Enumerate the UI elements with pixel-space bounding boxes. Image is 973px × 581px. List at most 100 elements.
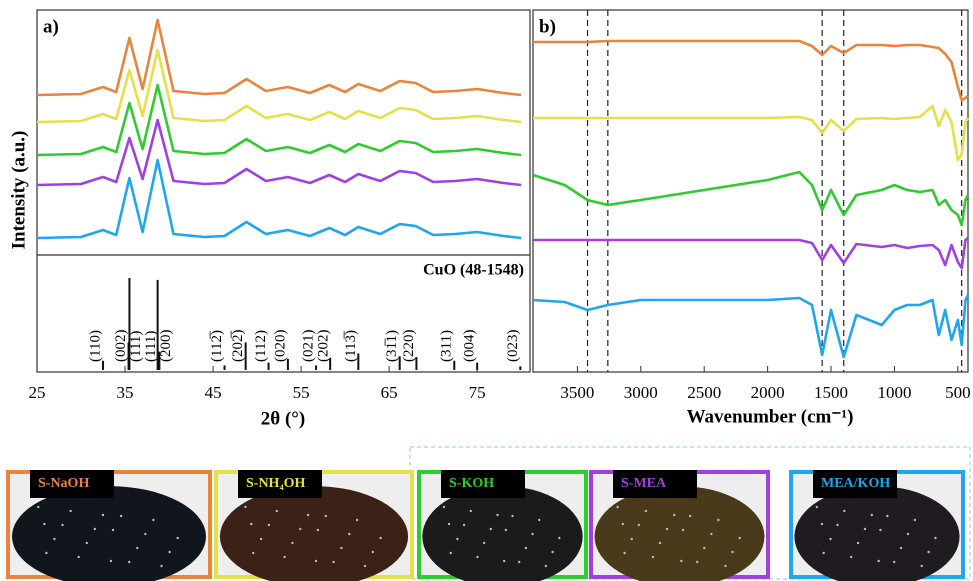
photo-speck	[316, 528, 320, 532]
photo-speck	[449, 551, 452, 555]
photo-speck	[69, 509, 72, 513]
photo-speck	[538, 518, 541, 522]
photo-speck	[43, 522, 46, 526]
photo-speck	[469, 509, 472, 513]
photo-speck	[348, 532, 351, 536]
hkl-label: (31̅1)	[384, 330, 400, 362]
photo-speck	[144, 532, 147, 536]
photo-speck	[482, 541, 486, 545]
photo-sample	[422, 486, 583, 581]
photo-speck	[332, 560, 335, 564]
photo-speck	[551, 550, 554, 554]
spectrum-line	[36, 48, 522, 124]
hkl-label: (311)	[439, 330, 455, 362]
photo-speck	[511, 514, 514, 518]
label-box	[30, 470, 114, 498]
photo-speck	[696, 560, 699, 564]
photo-speck	[283, 555, 286, 559]
hkl-label: (112)	[253, 330, 269, 362]
photo-speck	[306, 513, 310, 517]
spectrum-line	[533, 104, 970, 162]
photo-speck	[77, 555, 80, 559]
photo-speck	[93, 527, 97, 531]
photo-speck	[476, 555, 479, 559]
photo-speck	[836, 523, 839, 527]
photo-speck	[927, 550, 930, 554]
photo-speck	[724, 564, 727, 568]
photo-speck	[637, 523, 640, 527]
photo-speck	[870, 513, 874, 517]
photo-speck	[856, 541, 860, 545]
photo-sample	[794, 486, 960, 581]
photo-speck	[665, 527, 669, 531]
sample-label: S-NH₄OH	[246, 476, 306, 491]
panel-label: a)	[43, 16, 59, 37]
photo-speck	[101, 513, 105, 517]
hkl-label: (021)	[301, 330, 317, 363]
hkl-label: (110)	[87, 330, 103, 362]
photo-speck	[524, 546, 528, 550]
photo-speck	[616, 505, 619, 509]
x-tick-label: 2500	[687, 383, 721, 402]
photo-speck	[710, 532, 713, 536]
sample-label: S-NaOH	[38, 476, 89, 491]
photo-speck	[442, 505, 446, 509]
photo-speck	[703, 546, 706, 550]
photo-speck	[109, 559, 113, 563]
x-tick-label: 25	[29, 383, 46, 402]
photo-speck	[45, 551, 48, 555]
hkl-label: (111)	[143, 331, 159, 362]
photo-speck	[658, 541, 662, 545]
x-tick-label: 500	[945, 383, 971, 402]
photo-speck	[893, 560, 896, 564]
hkl-label: (004)	[462, 330, 478, 363]
x-tick-label: 75	[469, 383, 486, 402]
photo-speck	[250, 522, 253, 526]
sample-label: MEA/KOH	[821, 476, 890, 491]
panel-label: b)	[539, 16, 556, 37]
photo-speck	[672, 513, 676, 517]
photo-speck	[820, 522, 824, 526]
photo-speck	[630, 537, 633, 541]
photo-speck	[152, 518, 155, 522]
photo-speck	[176, 536, 179, 540]
photo-speck	[371, 550, 374, 554]
photo-speck	[863, 527, 867, 531]
x-tick-label: 65	[381, 383, 398, 402]
photo-speck	[363, 564, 367, 568]
photo-speck	[899, 546, 903, 550]
photo-speck	[688, 514, 692, 518]
photo-speck	[85, 541, 88, 545]
photo-sample	[594, 486, 765, 581]
x-tick-label: 55	[293, 383, 310, 402]
photo-speck	[291, 541, 294, 545]
photo-speck	[168, 550, 171, 554]
photo-speck	[53, 537, 56, 541]
photo-speck	[111, 528, 115, 532]
photo-speck	[447, 522, 451, 526]
spectrum-line	[36, 83, 522, 157]
photo-speck	[275, 509, 278, 513]
reference-name: CuO (48-1548)	[423, 262, 524, 279]
x-axis-label: Wavenumber (cm⁻¹)	[687, 406, 854, 427]
photo-speck	[314, 559, 318, 563]
photo-speck	[61, 523, 64, 527]
photo-speck	[621, 522, 625, 526]
hkl-label: (202̅)	[230, 330, 246, 363]
hkl-label: (202)	[316, 330, 332, 363]
x-tick-label: 3000	[624, 383, 658, 402]
x-axis-label: 2θ (°)	[261, 408, 305, 429]
photo-speck	[244, 505, 247, 509]
photo-speck	[252, 551, 255, 555]
x-tick-label: 1000	[877, 383, 911, 402]
photo-speck	[544, 564, 548, 568]
photo-speck	[379, 536, 382, 540]
photo-speck	[877, 559, 880, 563]
photo-speck	[850, 555, 853, 559]
label-box	[238, 470, 322, 498]
photo-speck	[259, 537, 263, 541]
x-tick-label: 3500	[560, 383, 594, 402]
x-tick-label: 2000	[751, 383, 785, 402]
photo-speck	[843, 509, 846, 513]
label-box	[813, 470, 897, 498]
